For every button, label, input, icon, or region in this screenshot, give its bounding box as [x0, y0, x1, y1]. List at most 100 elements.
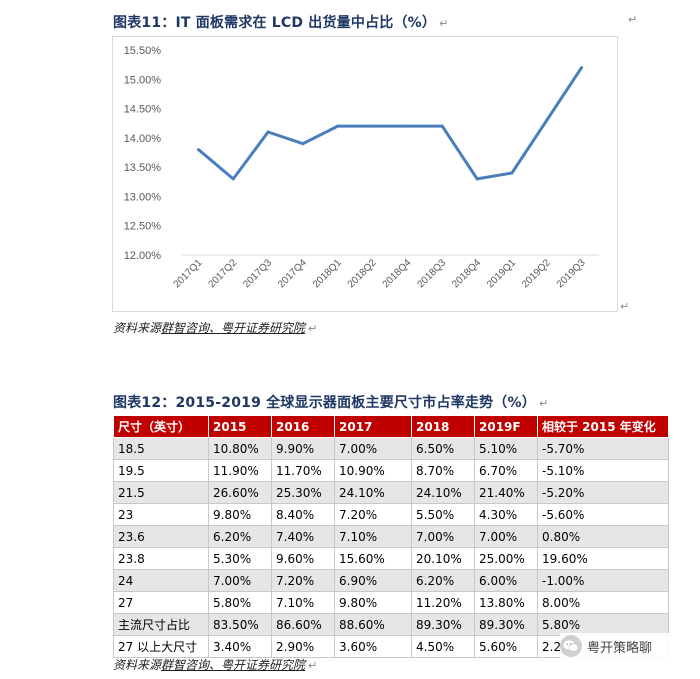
table-body: 18.5 10.80% 9.90% 7.00% 6.50% 5.10% -5.70% 19.5…: [113, 437, 669, 658]
table-row: 23.6 6.20% 7.40% 7.10% 7.00% 7.00% 0.80%: [113, 525, 669, 548]
table-cell: 24.10%: [411, 481, 475, 504]
x-tick-label: 2018Q1: [311, 257, 344, 290]
table-cell: 88.60%: [334, 613, 412, 636]
figure-12-title: 图表12：2015-2019 全球显示器面板主要尺寸市占率走势（%） ↵: [113, 392, 548, 412]
source-prefix: 资料来源: [113, 321, 162, 335]
table-cell: 9.60%: [271, 547, 335, 570]
figure-12-source: 资料来源群智咨询、粤开证券研究院 ↵: [113, 656, 317, 673]
y-tick-label: 15.50%: [124, 45, 162, 57]
table-cell: 3.40%: [208, 635, 272, 658]
table-cell: 4.50%: [411, 635, 475, 658]
x-tick-label: 2018Q4: [381, 257, 414, 290]
market-share-table: 尺寸（英寸） 2015 2016 2017 2018 2019F 相较于 201…: [113, 415, 669, 658]
table-cell: 3.60%: [334, 635, 412, 658]
table-cell: 6.00%: [474, 569, 538, 592]
table-cell: 15.60%: [334, 547, 412, 570]
table-cell: 4.30%: [474, 503, 538, 526]
table-cell: 19.60%: [537, 547, 669, 570]
table-row: 19.5 11.90% 11.70% 10.90% 8.70% 6.70% -5.10%: [113, 459, 669, 482]
return-mark: ↵: [538, 397, 549, 410]
table-cell: 5.80%: [208, 591, 272, 614]
table-row: 24 7.00% 7.20% 6.90% 6.20% 6.00% -1.00%: [113, 569, 669, 592]
table-cell: 7.00%: [208, 569, 272, 592]
y-tick-label: 12.00%: [124, 250, 162, 262]
table-row: 18.5 10.80% 9.90% 7.00% 6.50% 5.10% -5.70%: [113, 437, 669, 460]
x-tick-label: 2019Q3: [555, 257, 588, 290]
table-header-cell: 2018: [411, 415, 475, 438]
table-cell: 7.40%: [271, 525, 335, 548]
y-tick-label: 14.50%: [124, 104, 162, 116]
figure-11-title: 图表11：IT 面板需求在 LCD 出货量中占比（%） ↵: [113, 12, 449, 32]
return-mark: ↵: [620, 300, 630, 313]
line-chart: 15.50% 15.00% 14.50% 14.00% 13.50% 13.00% 12.5…: [124, 45, 599, 290]
table-cell: 26.60%: [208, 481, 272, 504]
return-mark: ↵: [439, 17, 449, 30]
table-row: 23 9.80% 8.40% 7.20% 5.50% 4.30% -5.60%: [113, 503, 669, 526]
table-cell: 8.40%: [271, 503, 335, 526]
table-cell: 6.20%: [411, 569, 475, 592]
table-cell: -5.70%: [537, 437, 669, 460]
data-point: [440, 124, 444, 128]
table-header-cell: 2015: [208, 415, 272, 438]
table-header-cell: 2019F: [474, 415, 538, 438]
table-cell: 11.70%: [271, 459, 335, 482]
figure-11-source: 资料来源群智咨询、粤开证券研究院 ↵: [113, 319, 317, 336]
table-cell: 83.50%: [208, 613, 272, 636]
size-label-cell: 23.6: [113, 525, 209, 548]
size-label-cell: 21.5: [113, 481, 209, 504]
table-header-row: 尺寸（英寸） 2015 2016 2017 2018 2019F 相较于 201…: [113, 415, 669, 438]
figure-11-title-text: 图表11：IT 面板需求在 LCD 出货量中占比（%）: [113, 15, 437, 31]
table-header-cell: 2017: [334, 415, 412, 438]
x-tick-label: 2017Q1: [172, 257, 205, 290]
table-cell: 86.60%: [271, 613, 335, 636]
table-cell: 10.90%: [334, 459, 412, 482]
size-label-cell: 27 以上大尺寸: [113, 635, 209, 658]
table-cell: 8.00%: [537, 591, 669, 614]
x-tick-label: 2017Q2: [206, 257, 239, 290]
table-cell: 7.00%: [474, 525, 538, 548]
size-label-cell: 23.8: [113, 547, 209, 570]
table-cell: 9.90%: [271, 437, 335, 460]
x-tick-label: 2019Q2: [520, 257, 553, 290]
y-tick-label: 13.50%: [124, 162, 162, 174]
table-cell: 21.40%: [474, 481, 538, 504]
y-tick-label: 15.00%: [124, 74, 162, 86]
return-mark: ↵: [628, 13, 638, 26]
source-link[interactable]: 群智咨询、粤开证券研究院: [161, 321, 306, 335]
table-cell: 7.10%: [271, 591, 335, 614]
return-mark: ↵: [308, 322, 318, 335]
data-point: [371, 124, 375, 128]
size-label-cell: 27: [113, 591, 209, 614]
watermark-text: 粤开策略聊: [587, 640, 653, 656]
wechat-icon: [560, 635, 582, 657]
table-cell: 5.10%: [474, 437, 538, 460]
y-tick-label: 13.00%: [124, 191, 162, 203]
table-cell: 5.30%: [208, 547, 272, 570]
size-label-cell: 19.5: [113, 459, 209, 482]
table-cell: -5.10%: [537, 459, 669, 482]
data-point: [301, 142, 305, 146]
source-prefix: 资料来源: [113, 658, 162, 672]
figure-12-title-text: 图表12：2015-2019 全球显示器面板主要尺寸市占率走势（%）: [113, 395, 536, 411]
x-tick-label: 2017Q3: [241, 257, 274, 290]
source-link[interactable]: 群智咨询、粤开证券研究院: [161, 658, 306, 672]
table-cell: 7.20%: [271, 569, 335, 592]
data-point: [231, 177, 235, 181]
data-point: [545, 118, 549, 122]
table-cell: 5.60%: [474, 635, 538, 658]
size-label-cell: 主流尺寸占比: [113, 613, 209, 636]
table-cell: 9.80%: [208, 503, 272, 526]
data-point: [405, 124, 409, 128]
table-cell: 6.50%: [411, 437, 475, 460]
wechat-watermark: 粤开策略聊: [560, 633, 672, 659]
table-cell: 25.30%: [271, 481, 335, 504]
return-mark: ↵: [308, 659, 318, 672]
x-tick-label: 2018Q4: [450, 257, 483, 290]
size-label-cell: 18.5: [113, 437, 209, 460]
table-cell: 6.20%: [208, 525, 272, 548]
table-cell: -5.20%: [537, 481, 669, 504]
table-cell: 11.20%: [411, 591, 475, 614]
table-header-cell: 2016: [271, 415, 335, 438]
x-tick-label: 2019Q1: [485, 257, 518, 290]
table-cell: 7.20%: [334, 503, 412, 526]
